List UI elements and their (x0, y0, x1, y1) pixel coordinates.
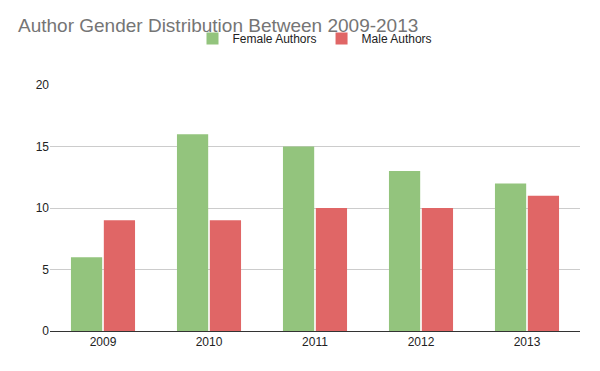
svg-text:Author Gender Distribution Bet: Author Gender Distribution Between 2009-… (18, 15, 418, 36)
svg-text:15: 15 (36, 140, 50, 154)
svg-text:0: 0 (42, 324, 49, 338)
svg-text:Female Authors: Female Authors (233, 32, 317, 46)
svg-text:5: 5 (42, 263, 49, 277)
svg-text:20: 20 (36, 78, 50, 92)
svg-text:2011: 2011 (302, 335, 328, 349)
svg-text:2009: 2009 (90, 335, 117, 349)
svg-text:2012: 2012 (408, 335, 435, 349)
svg-text:2010: 2010 (196, 335, 223, 349)
svg-text:Male Authors: Male Authors (362, 32, 432, 46)
svg-text:2013: 2013 (514, 335, 541, 349)
svg-text:10: 10 (36, 201, 50, 215)
